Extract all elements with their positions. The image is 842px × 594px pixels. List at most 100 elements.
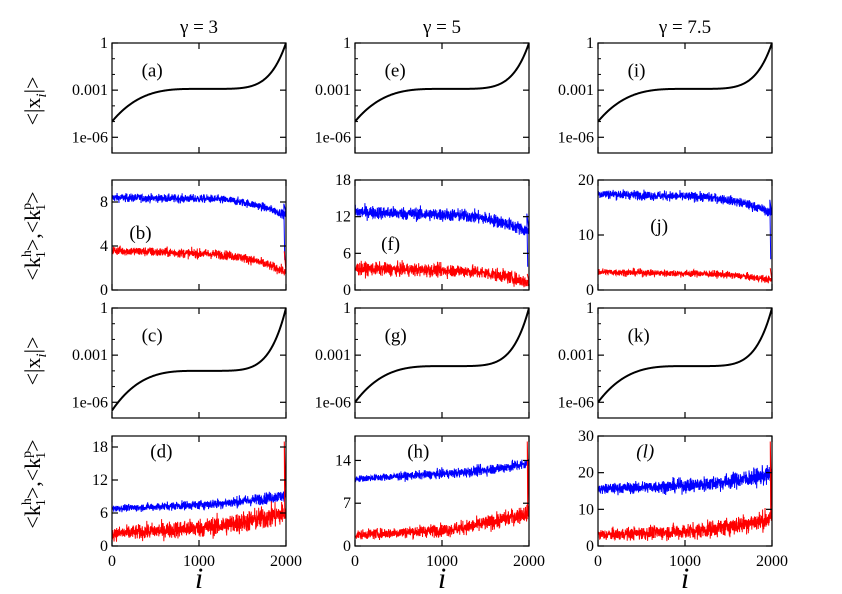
series-k-h-f [355,203,529,267]
ytick-label-l-2: 20 [578,465,594,482]
ytick-label-d-2: 12 [92,472,108,489]
ytick-label-f-2: 12 [335,209,351,226]
ytick-label-e-2: 1e-06 [315,129,351,146]
panel-label-l: (l) [636,441,654,462]
ytick-label-j-1: 10 [578,227,594,244]
xtick-label-h-2: 2000 [513,553,545,570]
column-title-gamma-7-5: γ = 7.5 [658,17,711,38]
ytick-label-e-1: 0.001 [315,82,351,99]
ytick-label-d-1: 6 [100,505,108,522]
ytick-label-g-2: 1e-06 [315,394,351,411]
panel-d: 0 6 12 18 0 1000 2000 (d) [92,435,302,570]
panel-e-data [355,43,529,123]
ytick-label-c-2: 1e-06 [72,394,108,411]
xtick-label-l-2: 2000 [756,553,788,570]
series-k-h-d [112,489,286,513]
ytick-label-l-3: 30 [578,428,594,445]
ytick-label-i-2: 1e-06 [558,129,594,146]
panel-f-data [355,203,529,288]
xtick-label-l-0: 0 [594,553,602,570]
panel-g-data [355,308,529,403]
series-k-p-j [598,267,772,284]
panel-g-frame [354,307,530,419]
xtick-label-d-2: 2000 [270,553,302,570]
series-k-p-b [112,245,286,276]
ytick-label-h-1: 7 [343,495,351,512]
ytick-label-b-0: 0 [100,282,108,299]
ytick-label-a-1: 0.001 [72,82,108,99]
series-k-p-d [112,441,286,542]
panel-label-b: (b) [129,223,151,244]
ylabel-row-1: <|xi|> [20,77,50,126]
ytick-label-d-3: 18 [92,439,108,456]
series-k-h-b [112,193,286,261]
ytick-label-h-0: 0 [343,538,351,555]
panel-e-frame [354,42,530,154]
panel-e: 1 0.001 1e-06 (e) [315,35,530,154]
panel-label-h: (h) [407,441,429,462]
ytick-label-g-0: 1 [343,300,351,317]
ylabel-row-3: <|xi|> [20,337,50,386]
panel-c: 1 0.001 1e-06 (c) [72,300,287,419]
panel-c-data [112,308,286,412]
panel-i: 1 0.001 1e-06 (i) [558,35,773,154]
series-k-h-j [598,189,772,260]
ytick-label-f-1: 6 [343,245,351,262]
column-titles: γ = 3 γ = 5 γ = 7.5 [179,17,711,38]
panel-i-frame [597,42,773,154]
panel-l: 0 10 20 30 0 1000 2000 (l) [578,428,788,570]
ytick-label-c-0: 1 [100,300,108,317]
panel-a-frame [111,42,287,154]
svg-text:<|xi|>: <|xi|> [20,77,50,126]
ytick-label-e-0: 1 [343,35,351,52]
ytick-label-d-0: 0 [100,538,108,555]
panel-d-data [112,441,286,542]
series-abs-x-e [355,43,529,123]
series-k-h-l [598,465,772,496]
series-k-p-f [355,260,529,288]
panel-a: 1 0.001 1e-06 (a) [72,35,287,154]
ytick-label-f-3: 18 [335,172,351,189]
ytick-label-b-2: 8 [100,194,108,211]
panel-label-c: (c) [142,326,163,347]
series-abs-x-k [598,308,772,403]
panel-k: 1 0.001 1e-06 (k) [558,300,773,419]
panel-j-data [598,189,772,284]
ytick-label-i-0: 1 [586,35,594,52]
xlabel-col-3: i [681,562,689,594]
ytick-label-k-2: 1e-06 [558,394,594,411]
panel-l-data [598,441,772,542]
panel-k-data [598,308,772,403]
panel-label-f: (f) [381,234,400,255]
panel-label-g: (g) [385,326,407,347]
ytick-label-a-2: 1e-06 [72,129,108,146]
ytick-label-h-2: 14 [335,452,351,469]
column-title-gamma-3: γ = 3 [179,17,218,38]
xtick-label-h-1: 1000 [426,553,458,570]
ytick-label-k-1: 0.001 [558,347,594,364]
panel-label-e: (e) [385,61,406,82]
svg-text:<kh1>,<kp1>: <kh1>,<kp1> [20,191,49,280]
panel-a-data [112,43,286,123]
series-k-p-h [355,441,529,541]
panel-k-frame [597,307,773,419]
panel-h-data [355,441,529,541]
ytick-label-j-2: 20 [578,172,594,189]
xtick-label-l-1: 1000 [669,553,701,570]
ytick-label-c-1: 0.001 [72,347,108,364]
ytick-label-g-1: 0.001 [315,347,351,364]
panel-label-i: (i) [628,61,646,82]
ytick-label-l-0: 0 [586,538,594,555]
panel-j: 0 10 20 (j) [578,172,773,299]
series-abs-x-a [112,43,286,123]
series-abs-x-c [112,308,286,412]
ytick-label-i-1: 0.001 [558,82,594,99]
xtick-label-d-1: 1000 [183,553,215,570]
panel-b: 0 4 8 (b) [100,179,287,299]
panel-h: 0 7 14 0 1000 2000 (h) [335,435,545,570]
ytick-label-b-1: 4 [100,238,108,255]
panel-f: 0 6 12 18 (f) [335,172,530,299]
xlabel-col-1: i [195,562,203,594]
ytick-label-k-0: 1 [586,300,594,317]
